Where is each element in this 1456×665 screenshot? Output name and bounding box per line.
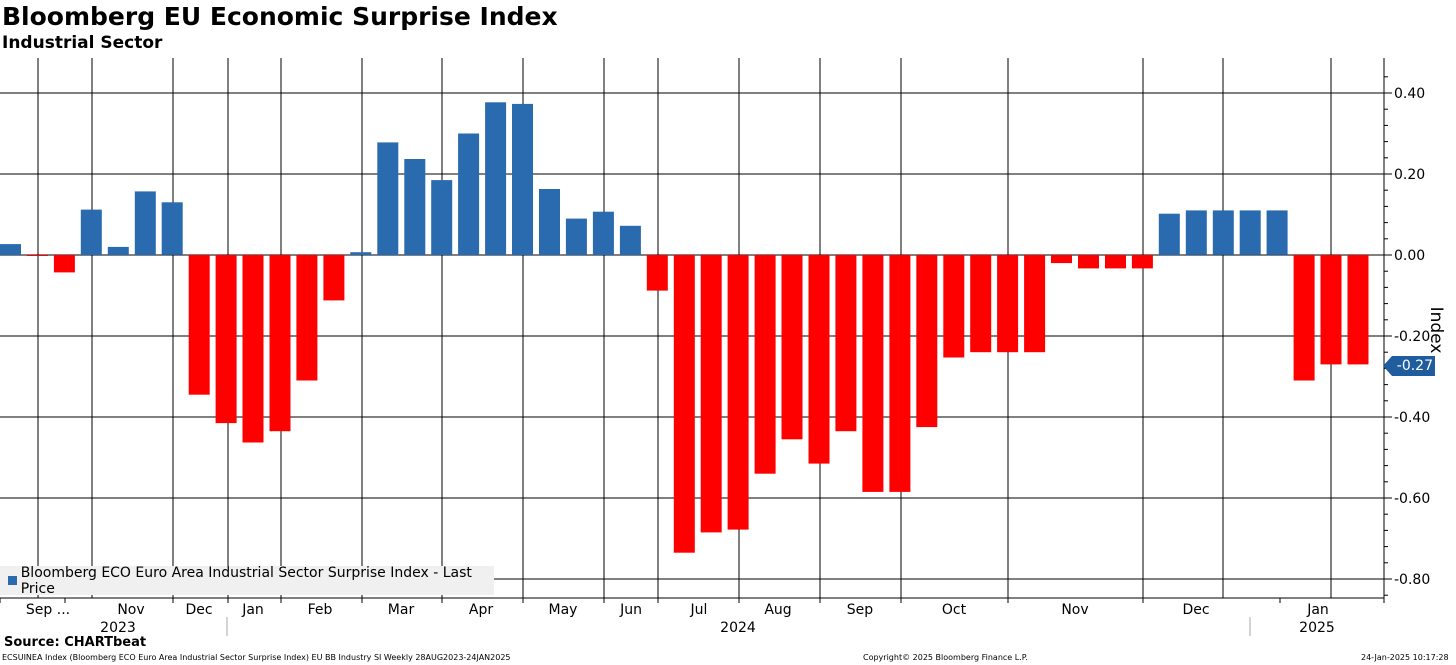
y-tick-label: -0.60 <box>1394 491 1430 507</box>
bar <box>1266 210 1288 255</box>
bar <box>1105 255 1126 269</box>
bar <box>242 255 264 443</box>
legend: Bloomberg ECO Euro Area Industrial Secto… <box>0 564 494 597</box>
y-tick-label: 0.20 <box>1394 167 1425 183</box>
bar <box>431 180 453 255</box>
bar <box>916 255 938 428</box>
bar <box>1293 255 1315 381</box>
bar <box>350 252 372 255</box>
last-value-badge: -0.27 <box>1392 356 1435 376</box>
footer-copyright: Copyright© 2025 Bloomberg Finance L.P. <box>863 653 1028 662</box>
x-year-label: 2024 <box>720 620 756 636</box>
y-axis-label: Index <box>1426 307 1446 354</box>
bar <box>188 255 210 395</box>
bar <box>673 255 695 553</box>
y-tick-label: -0.80 <box>1394 572 1430 588</box>
bar <box>754 255 776 474</box>
y-tick-label: -0.20 <box>1394 329 1430 345</box>
bar <box>970 255 992 353</box>
x-tick-labels: Sep ... Nov Dec Jan Feb Mar Apr May Jun Jul Aug Sep… <box>26 602 1335 636</box>
bar <box>269 255 291 432</box>
bar <box>458 133 480 255</box>
last-value-badge-arrow <box>1383 356 1392 376</box>
y-tick-label: -0.40 <box>1394 410 1430 426</box>
bar <box>1239 210 1261 255</box>
bar <box>646 255 668 291</box>
footer-ticker-info: ECSUINEA Index (Bloomberg ECO Euro Area … <box>2 653 511 662</box>
bar <box>215 255 237 424</box>
bar <box>808 255 830 464</box>
bar <box>727 255 749 530</box>
bar <box>296 255 318 381</box>
x-month-label: Oct <box>942 602 967 618</box>
legend-swatch <box>8 576 17 585</box>
x-month-label: Mar <box>388 602 415 618</box>
bar <box>80 209 102 255</box>
legend-label: Bloomberg ECO Euro Area Industrial Secto… <box>20 564 472 597</box>
x-month-label: Dec <box>185 602 212 618</box>
bar <box>107 246 129 255</box>
bar <box>835 255 857 432</box>
bar <box>862 255 884 492</box>
x-month-label: Jun <box>619 602 642 618</box>
bar <box>1158 213 1180 255</box>
x-month-label: May <box>549 602 578 618</box>
bar-series <box>0 102 1369 553</box>
x-month-label: Nov <box>117 602 144 618</box>
bar <box>323 255 345 301</box>
x-month-label: Jan <box>241 602 264 618</box>
bar <box>781 255 803 440</box>
chart-subtitle: Industrial Sector <box>2 33 163 53</box>
bar <box>619 225 641 255</box>
bar <box>26 255 48 256</box>
x-month-label: Jan <box>1306 602 1329 618</box>
bar <box>1347 255 1369 365</box>
bar <box>700 255 722 533</box>
bar <box>1078 255 1099 269</box>
bar <box>377 142 399 255</box>
bar <box>485 102 507 255</box>
x-month-label: Jul <box>690 602 708 618</box>
x-month-label: Feb <box>308 602 333 618</box>
x-month-label: Sep ... <box>26 602 70 618</box>
chart-title: Bloomberg EU Economic Surprise Index <box>2 2 558 31</box>
x-month-label: Nov <box>1061 602 1088 618</box>
bar <box>943 255 965 358</box>
y-tick-label: 0.40 <box>1394 86 1425 102</box>
y-tick-label: 0.00 <box>1394 248 1425 264</box>
x-year-label: 2025 <box>1299 620 1335 636</box>
bar <box>1024 255 1046 353</box>
source-label: Source: CHARTbeat <box>4 635 147 650</box>
bar <box>404 159 426 255</box>
bar <box>1320 255 1342 365</box>
footer-timestamp: 24-Jan-2025 10:17:28 <box>1361 653 1449 662</box>
bar <box>889 255 911 492</box>
bar <box>1131 255 1153 269</box>
bar <box>1185 210 1207 255</box>
bar <box>565 218 587 255</box>
bar <box>134 191 156 255</box>
x-month-label: Dec <box>1182 602 1209 618</box>
bar <box>997 255 1019 353</box>
vertical-gridlines <box>37 58 1332 598</box>
bar <box>539 189 560 255</box>
x-month-label: Aug <box>764 602 791 618</box>
x-year-label: 2023 <box>100 620 136 636</box>
x-month-label: Apr <box>469 602 493 618</box>
bar <box>53 255 75 273</box>
bar <box>1051 255 1072 264</box>
bar <box>161 202 183 255</box>
bar <box>512 103 533 256</box>
bar <box>0 244 21 255</box>
bar <box>592 211 614 255</box>
x-month-label: Sep <box>847 602 874 618</box>
bar <box>1212 210 1234 255</box>
y-tick-labels: 0.40 0.20 0.00 -0.20 -0.40 -0.60 -0.80 <box>1394 86 1430 588</box>
